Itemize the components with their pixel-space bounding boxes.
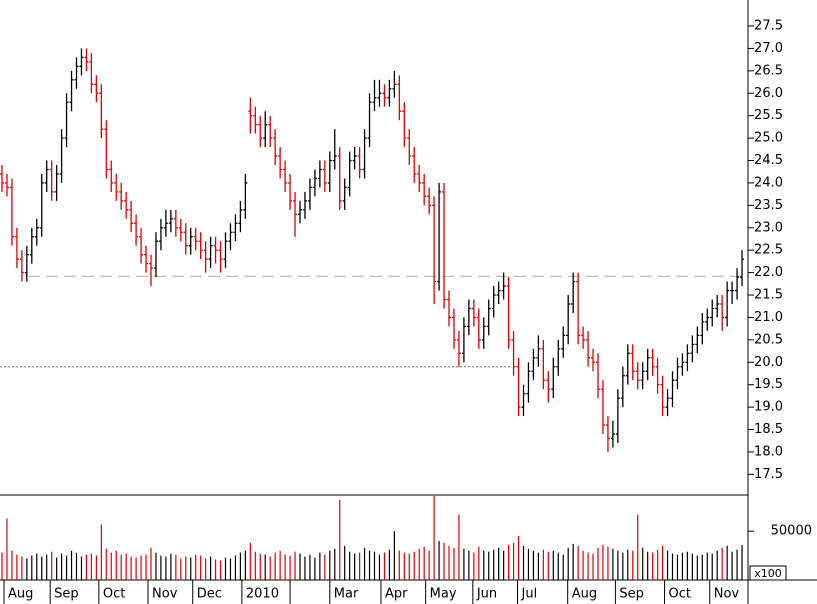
x-tick-label: Jun <box>476 587 497 602</box>
y-tick-label: 26.5 <box>754 63 783 78</box>
y-tick-label: 19.5 <box>754 377 783 392</box>
x-tick-label: Sep <box>619 587 644 602</box>
x-tick-label: May <box>430 587 457 602</box>
x-tick-label: Apr <box>385 587 408 602</box>
y-tick-label: 50000 <box>771 524 812 539</box>
x-tick-label: Jul <box>521 587 538 602</box>
volume-unit: x100 <box>754 567 782 580</box>
y-tick-label: 18.5 <box>754 422 783 437</box>
y-tick-label: 27.5 <box>754 19 783 34</box>
x-tick-label: Oct <box>103 587 125 602</box>
y-tick-label: 18.0 <box>754 444 783 459</box>
x-tick-label: Mar <box>334 587 359 602</box>
x-tick-label: Dec <box>197 587 222 602</box>
x-tick-label: Sep <box>54 587 79 602</box>
y-tick-label: 26.0 <box>754 86 783 101</box>
unit-box <box>749 565 787 581</box>
y-tick-label: 20.0 <box>754 355 783 370</box>
y-tick-label: 22.5 <box>754 243 783 258</box>
y-tick-label: 20.5 <box>754 332 783 347</box>
y-tick-label: 19.0 <box>754 400 783 415</box>
x-tick-label: Aug <box>572 587 597 602</box>
y-tick-label: 24.5 <box>754 153 783 168</box>
x-tick-label: Nov <box>714 587 740 602</box>
y-tick-label: 27.0 <box>754 41 783 56</box>
y-tick-label: 23.5 <box>754 198 783 213</box>
y-tick-label: 21.5 <box>754 288 783 303</box>
x-tick-label: Aug <box>8 587 33 602</box>
x-tick-label: 2010 <box>246 587 279 602</box>
y-tick-label: 17.5 <box>754 467 783 482</box>
x-tick-label: Nov <box>152 587 178 602</box>
y-tick-label: 24.0 <box>754 175 783 190</box>
x-tick-label: Oct <box>669 587 691 602</box>
y-tick-label: 25.5 <box>754 108 783 123</box>
y-tick-label: 25.0 <box>754 131 783 146</box>
y-tick-label: 22.0 <box>754 265 783 280</box>
y-tick-label: 23.0 <box>754 220 783 235</box>
y-tick-label: 21.0 <box>754 310 783 325</box>
